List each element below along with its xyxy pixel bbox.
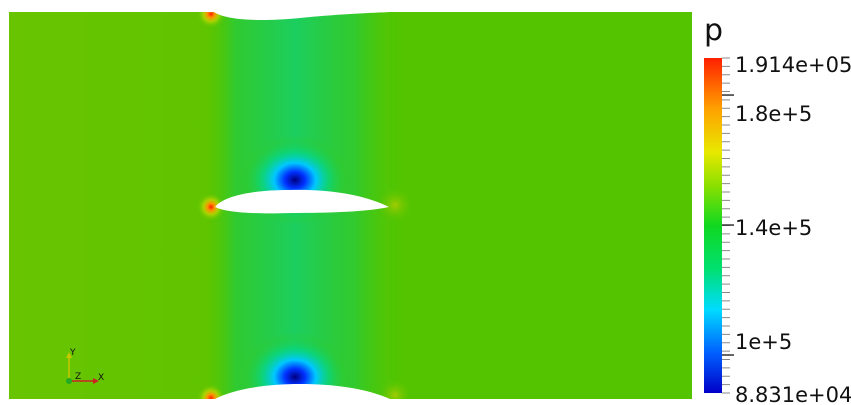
scalar-bar-ticks bbox=[722, 57, 734, 394]
axis-y-arrow-icon bbox=[66, 352, 72, 358]
scalar-bar[interactable]: p 1.914e+05 1.8e+5 1.4e+5 1e+5 8.831e+04 bbox=[704, 13, 851, 405]
scalar-bar-tick-label: 1.8e+5 bbox=[735, 102, 812, 126]
scalar-bar-colormap bbox=[704, 58, 722, 393]
scalar-bar-tick-label: 1.4e+5 bbox=[735, 216, 812, 240]
axis-x-arrow-icon bbox=[93, 378, 99, 384]
axes-triad: X Y Z bbox=[66, 348, 104, 384]
scalar-bar-min-label: 8.831e+04 bbox=[735, 383, 851, 405]
axis-y-label: Y bbox=[69, 348, 76, 358]
scalar-bar-tick-label: 1e+5 bbox=[735, 330, 792, 354]
scalar-bar-title: p bbox=[704, 13, 723, 48]
axis-z-label: Z bbox=[75, 372, 81, 382]
axis-z-dot-icon bbox=[66, 378, 72, 384]
axis-x-label: X bbox=[98, 373, 104, 383]
pressure-field bbox=[9, 12, 692, 399]
blade-middle bbox=[215, 189, 389, 214]
scalar-bar-max-label: 1.914e+05 bbox=[735, 53, 851, 77]
blade-top bbox=[214, 12, 390, 20]
blade-bottom bbox=[215, 384, 390, 399]
